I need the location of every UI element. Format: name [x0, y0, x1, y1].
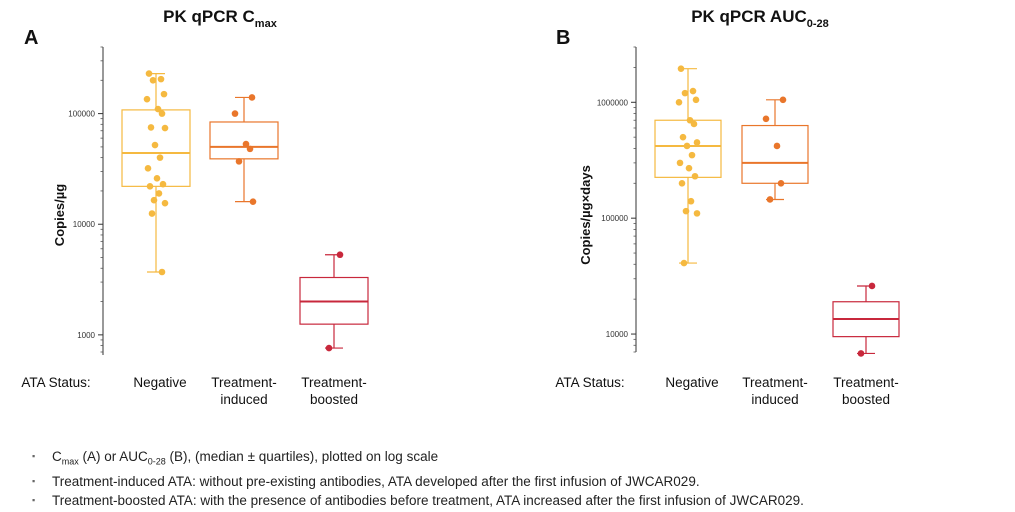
y-tick-label: 1000000: [597, 98, 629, 107]
data-point: [246, 145, 254, 153]
data-point: [242, 140, 250, 148]
data-point: [683, 142, 691, 150]
bullet-icon: ▪: [32, 475, 36, 486]
footnote-2-text: Treatment-induced ATA: without pre-exist…: [52, 473, 700, 489]
data-point: [762, 115, 770, 123]
data-point: [676, 159, 684, 167]
box: [741, 124, 809, 184]
footnote-1-mid: (A) or AUC: [78, 449, 148, 464]
data-point: [857, 350, 865, 357]
box: [209, 121, 279, 160]
category-label: Treatment-: [301, 375, 367, 390]
data-point: [231, 110, 239, 117]
data-point: [689, 87, 697, 95]
data-point: [766, 196, 774, 203]
data-point: [161, 199, 169, 207]
data-point: [145, 70, 153, 77]
footnote-1-sub2: 0-28: [147, 456, 166, 467]
data-point: [158, 268, 166, 276]
data-point: [149, 77, 157, 84]
data-point: [249, 198, 257, 205]
chart-title: PK qPCR Cmax: [163, 7, 278, 30]
data-point: [146, 183, 154, 190]
footnote-1-sub: max: [61, 456, 79, 467]
data-point: [325, 344, 333, 352]
data-point: [868, 282, 876, 290]
data-point: [693, 210, 701, 217]
data-point: [235, 158, 243, 165]
category-label: boosted: [842, 392, 890, 407]
category-label: Treatment-: [211, 375, 277, 390]
data-point: [777, 179, 785, 187]
x-axis-label: ATA Status:: [21, 375, 90, 390]
data-point: [680, 259, 688, 267]
bullet-icon: ▪: [32, 494, 36, 505]
data-point: [685, 164, 693, 172]
data-point: [153, 175, 161, 182]
data-point: [691, 172, 699, 180]
data-point: [687, 197, 695, 205]
data-point: [151, 141, 159, 149]
data-point: [144, 165, 152, 172]
y-axis-label: Copies/µg: [52, 184, 67, 246]
footnote-1: ▪ Cmax (A) or AUC0-28 (B), (median ± quar…: [30, 447, 990, 472]
data-point: [678, 179, 686, 187]
data-point: [693, 139, 701, 146]
y-tick-label: 10000: [73, 220, 96, 229]
category-label: Treatment-: [833, 375, 899, 390]
footnote-3-text: Treatment-boosted ATA: with the presence…: [52, 492, 804, 508]
data-point: [148, 210, 156, 217]
data-point: [161, 124, 169, 132]
data-point: [156, 154, 164, 161]
y-tick-label: 100000: [601, 214, 628, 223]
data-point: [675, 98, 683, 106]
panel-label: B: [556, 27, 570, 49]
category-label: induced: [751, 392, 798, 407]
bullet-icon: ▪: [32, 451, 36, 461]
data-point: [692, 96, 700, 104]
category-label: Treatment-: [742, 375, 808, 390]
data-point: [157, 75, 165, 83]
data-point: [143, 95, 151, 103]
category-label: boosted: [310, 392, 358, 407]
footnote-3: ▪ Treatment-boosted ATA: with the presenc…: [30, 491, 990, 510]
chart-title: PK qPCR AUC0-28: [691, 7, 829, 30]
category-label: Negative: [665, 375, 718, 390]
footnote-1-tail: (B), (median ± quartiles), plotted on lo…: [165, 449, 439, 464]
figure-canvas: A PK qPCR Cmax 1000 10000 100000 Copies/µg ATA…: [21, 7, 900, 407]
footnote-1-text: C: [52, 449, 62, 464]
data-point: [681, 89, 689, 97]
category-label: Negative: [133, 375, 186, 390]
data-point: [677, 65, 685, 72]
y-tick-label: 100000: [68, 110, 95, 119]
panel-label: A: [24, 27, 38, 49]
data-point: [688, 151, 696, 159]
data-point: [679, 133, 687, 141]
y-axis-label: Copies/µg×days: [578, 165, 593, 265]
footnote-2: ▪ Treatment-induced ATA: without pre-exis…: [30, 472, 990, 491]
data-point: [682, 207, 690, 215]
data-point: [159, 180, 167, 188]
y-tick-label: 1000: [77, 331, 95, 340]
category-label: induced: [220, 392, 267, 407]
data-point: [779, 96, 787, 104]
x-axis-label: ATA Status:: [555, 375, 624, 390]
footnotes: ▪ Cmax (A) or AUC0-28 (B), (median ± quar…: [30, 447, 990, 510]
data-point: [336, 251, 344, 259]
data-point: [158, 110, 166, 117]
data-point: [248, 94, 256, 101]
data-point: [155, 190, 163, 197]
data-point: [154, 105, 162, 113]
data-point: [160, 90, 168, 98]
y-tick-label: 10000: [606, 330, 629, 339]
data-point: [147, 124, 155, 131]
data-point: [773, 142, 781, 150]
data-point: [150, 196, 158, 204]
data-point: [690, 120, 698, 128]
